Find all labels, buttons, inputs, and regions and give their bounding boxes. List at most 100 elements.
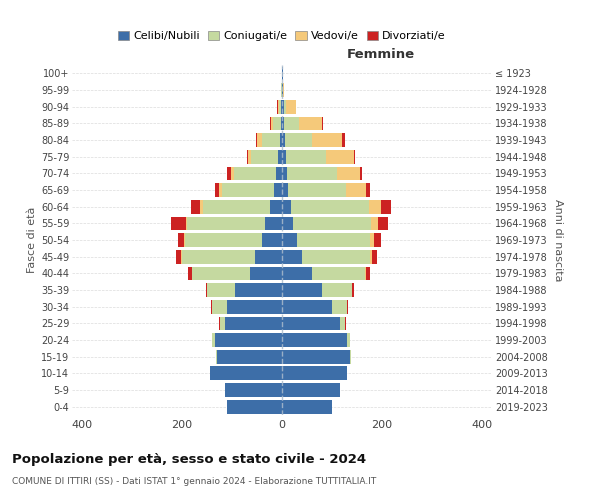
- Bar: [217, 350, 282, 364]
- Bar: [211, 300, 212, 314]
- Bar: [284, 133, 312, 147]
- Bar: [332, 300, 347, 314]
- Bar: [282, 283, 322, 297]
- Bar: [282, 166, 287, 180]
- Bar: [256, 133, 257, 147]
- Bar: [191, 200, 200, 213]
- Bar: [312, 133, 342, 147]
- Y-axis label: Fasce di età: Fasce di età: [26, 207, 37, 273]
- Bar: [282, 333, 347, 347]
- Bar: [291, 200, 368, 213]
- Bar: [349, 350, 350, 364]
- Bar: [365, 183, 370, 197]
- Bar: [283, 83, 284, 97]
- Bar: [265, 216, 282, 230]
- Bar: [207, 283, 235, 297]
- Bar: [370, 250, 372, 264]
- Bar: [337, 166, 359, 180]
- Bar: [282, 216, 293, 230]
- Bar: [282, 183, 288, 197]
- Bar: [281, 100, 282, 114]
- Bar: [347, 300, 348, 314]
- Bar: [251, 150, 278, 164]
- Bar: [284, 100, 286, 114]
- Bar: [250, 266, 282, 280]
- Text: Femmine: Femmine: [347, 48, 415, 62]
- Bar: [262, 133, 280, 147]
- Bar: [293, 216, 371, 230]
- Bar: [247, 150, 248, 164]
- Bar: [287, 166, 337, 180]
- Bar: [200, 200, 203, 213]
- Bar: [215, 333, 282, 347]
- Bar: [346, 183, 365, 197]
- Bar: [224, 316, 282, 330]
- Bar: [212, 333, 215, 347]
- Bar: [280, 133, 282, 147]
- Bar: [257, 133, 262, 147]
- Bar: [278, 150, 282, 164]
- Bar: [273, 116, 281, 130]
- Bar: [282, 150, 286, 164]
- Bar: [220, 316, 224, 330]
- Bar: [176, 250, 181, 264]
- Bar: [281, 116, 282, 130]
- Bar: [340, 316, 344, 330]
- Bar: [378, 216, 388, 230]
- Bar: [235, 283, 282, 297]
- Bar: [185, 216, 187, 230]
- Bar: [282, 383, 340, 397]
- Bar: [365, 266, 370, 280]
- Bar: [322, 116, 323, 130]
- Bar: [279, 100, 281, 114]
- Bar: [372, 250, 377, 264]
- Bar: [184, 233, 185, 247]
- Bar: [187, 216, 265, 230]
- Bar: [170, 216, 185, 230]
- Legend: Celibi/Nubili, Coniugati/e, Vedovi/e, Divorziati/e: Celibi/Nubili, Coniugati/e, Vedovi/e, Di…: [116, 28, 448, 44]
- Bar: [277, 100, 278, 114]
- Bar: [270, 200, 282, 213]
- Bar: [182, 250, 254, 264]
- Bar: [381, 200, 391, 213]
- Bar: [282, 250, 302, 264]
- Bar: [282, 300, 332, 314]
- Bar: [282, 400, 332, 413]
- Bar: [288, 183, 346, 197]
- Bar: [282, 366, 347, 380]
- Bar: [254, 250, 282, 264]
- Bar: [218, 316, 220, 330]
- Bar: [326, 150, 353, 164]
- Bar: [209, 366, 282, 380]
- Bar: [269, 116, 271, 130]
- Bar: [282, 233, 297, 247]
- Bar: [262, 233, 282, 247]
- Bar: [299, 116, 322, 130]
- Bar: [227, 300, 282, 314]
- Bar: [215, 183, 219, 197]
- Bar: [233, 166, 276, 180]
- Bar: [188, 266, 192, 280]
- Bar: [278, 100, 279, 114]
- Bar: [322, 283, 352, 297]
- Bar: [302, 250, 370, 264]
- Bar: [276, 166, 282, 180]
- Text: Popolazione per età, sesso e stato civile - 2024: Popolazione per età, sesso e stato civil…: [12, 452, 366, 466]
- Bar: [368, 200, 381, 213]
- Bar: [282, 350, 349, 364]
- Bar: [286, 150, 326, 164]
- Bar: [212, 300, 227, 314]
- Bar: [344, 316, 346, 330]
- Bar: [282, 100, 284, 114]
- Text: COMUNE DI ITTIRI (SS) - Dati ISTAT 1° gennaio 2024 - Elaborazione TUTTITALIA.IT: COMUNE DI ITTIRI (SS) - Dati ISTAT 1° ge…: [12, 478, 376, 486]
- Bar: [312, 266, 365, 280]
- Bar: [271, 116, 273, 130]
- Bar: [248, 150, 251, 164]
- Bar: [192, 266, 250, 280]
- Bar: [181, 250, 182, 264]
- Bar: [286, 100, 296, 114]
- Bar: [185, 233, 262, 247]
- Bar: [284, 116, 299, 130]
- Bar: [282, 316, 340, 330]
- Bar: [216, 350, 217, 364]
